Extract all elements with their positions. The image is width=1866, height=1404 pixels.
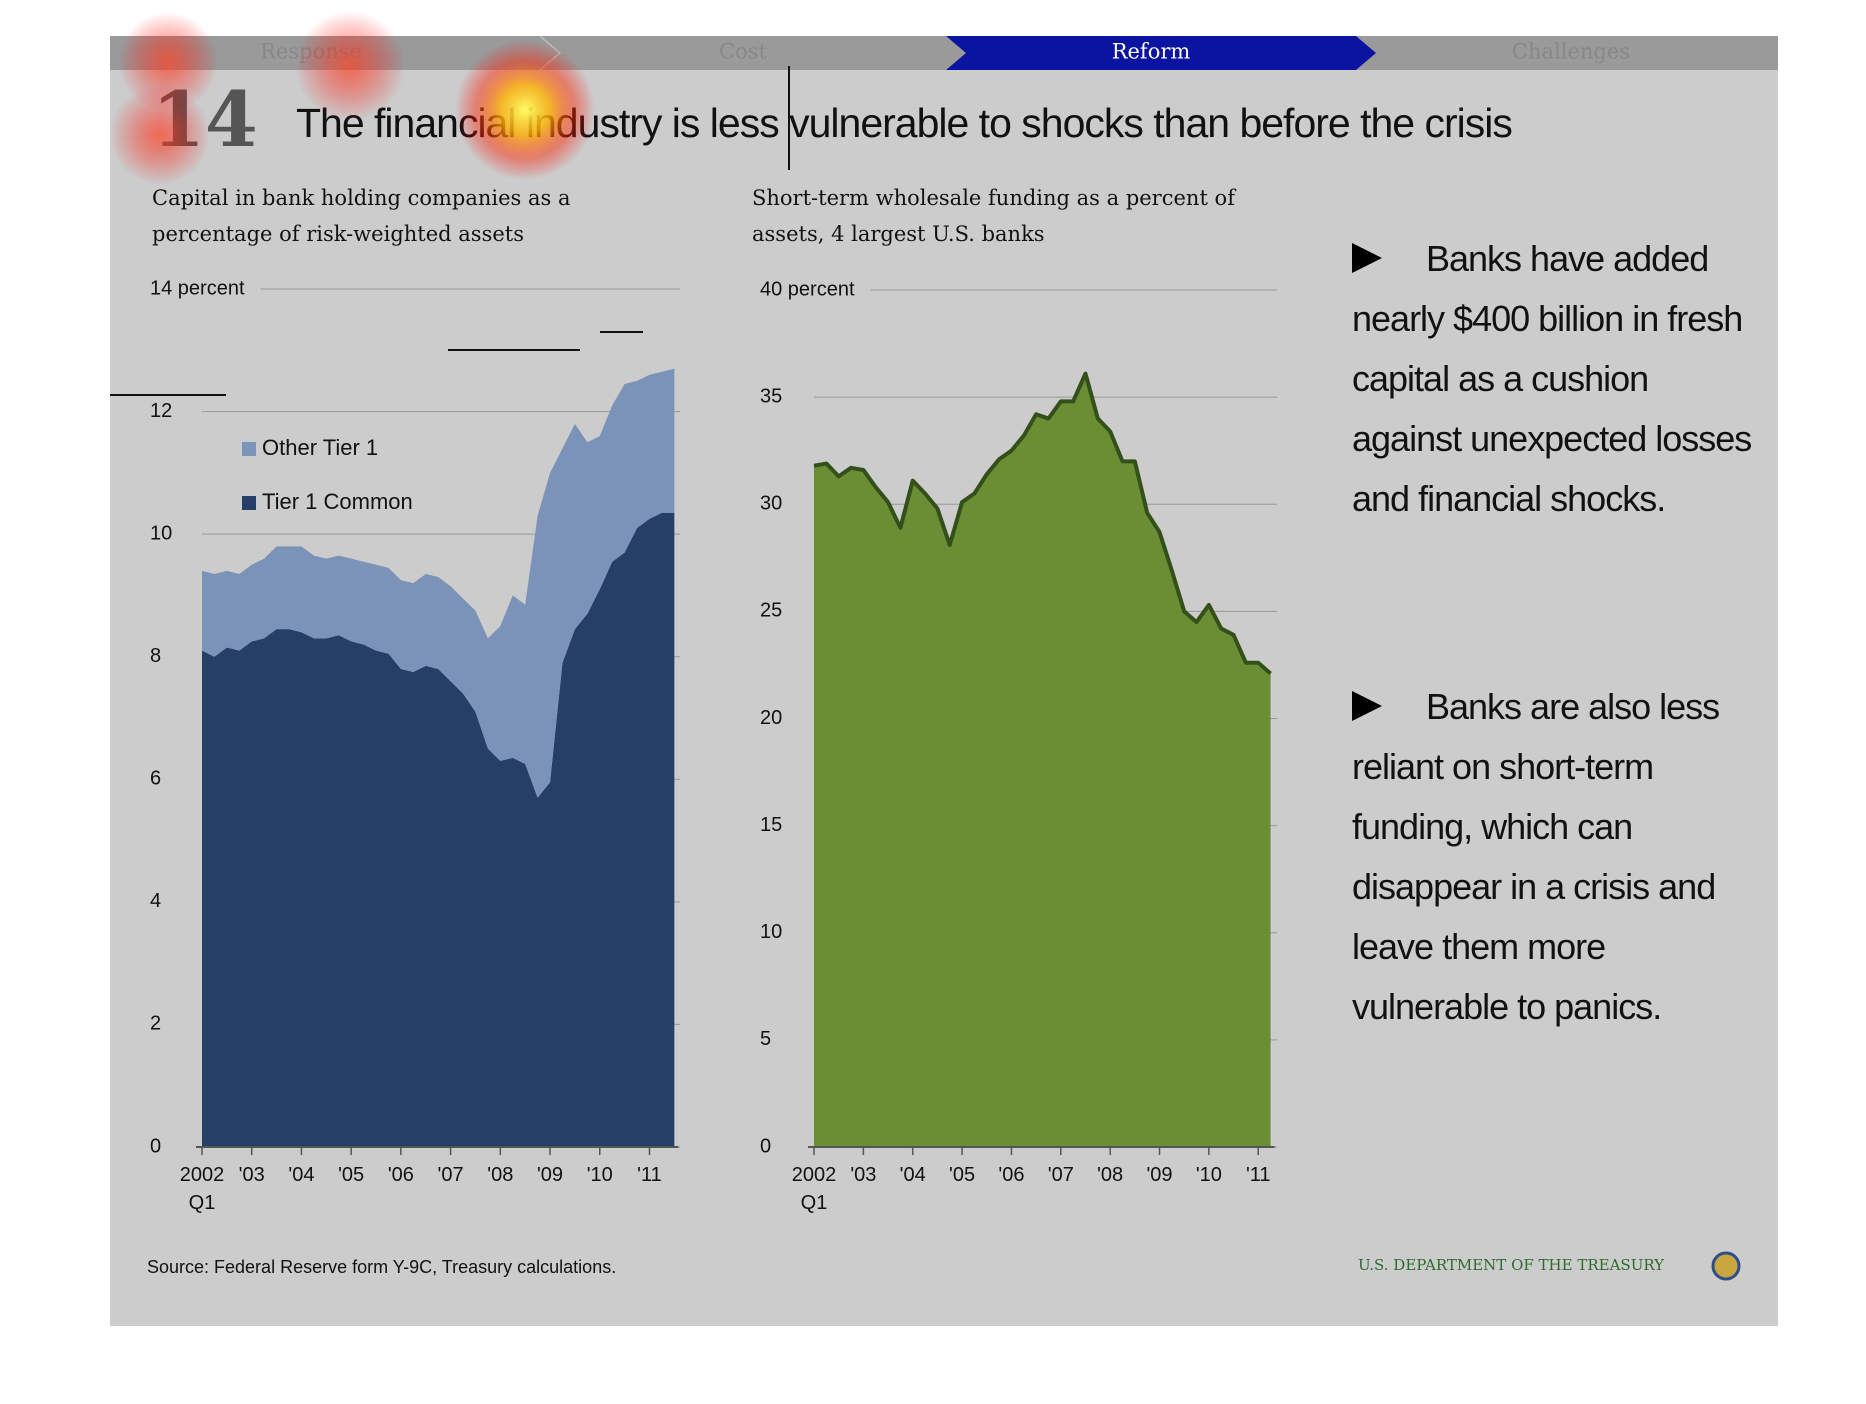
y-tick-label: 10: [760, 921, 782, 943]
x-tick-label: '06: [998, 1164, 1025, 1186]
nav-tab[interactable]: Reform: [1112, 40, 1191, 64]
y-tick-label: 12: [150, 400, 172, 422]
x-tick-label: '08: [487, 1164, 514, 1186]
x-tick-label: '05: [338, 1164, 365, 1186]
nav-tab[interactable]: Challenges: [1512, 40, 1630, 64]
bullet: Banks have added nearly $400 billion in …: [1352, 229, 1752, 529]
x-tick-label: '03: [238, 1164, 265, 1186]
legend-swatch: [242, 442, 256, 456]
y-tick-label: 0: [760, 1135, 771, 1157]
legend-swatch: [242, 496, 256, 510]
y-tick-label: 6: [150, 768, 161, 790]
y-tick-label: 14 percent: [150, 277, 245, 299]
x-tick-label: 2002 Q1: [791, 1164, 837, 1214]
nav-active-tab: [946, 36, 1376, 70]
area: [202, 512, 675, 1147]
legend-label: Tier 1 Common: [262, 489, 413, 514]
plots: 0 2 4 6 8 10 12 14 percent Other Tier 1 Tier 1 Co…: [150, 277, 1277, 1157]
area: [814, 373, 1271, 1147]
x-tick-label: '06: [387, 1164, 414, 1186]
heatmap-spot: [118, 12, 218, 112]
bullet-text: Banks have added nearly $400 billion in …: [1352, 238, 1752, 519]
bullet-icon: [1352, 691, 1382, 721]
x-tick-label: '03: [850, 1164, 877, 1186]
y-tick-label: 20: [760, 707, 782, 729]
x-tick-label: '07: [1047, 1164, 1074, 1186]
y-tick-label: 25: [760, 600, 782, 622]
y-tick-label: 40 percent: [760, 278, 855, 300]
x-tick-label: '07: [437, 1164, 464, 1186]
x-tick-label: '09: [536, 1164, 564, 1186]
bullet-text: Banks are also less reliant on short-ter…: [1352, 686, 1720, 1027]
x-tick-label: '05: [949, 1164, 976, 1186]
bullet: Banks are also less reliant on short-ter…: [1352, 677, 1752, 1037]
source-note: Source: Federal Reserve form Y-9C, Treas…: [147, 1257, 617, 1277]
y-tick-label: 35: [760, 385, 782, 407]
x-tick-label: '11: [637, 1164, 662, 1186]
y-tick-label: 0: [150, 1135, 161, 1157]
x-tick-label: 2002 Q1: [179, 1164, 225, 1214]
x-tick-label: '10: [586, 1164, 613, 1186]
x-tick-label: '04: [288, 1164, 315, 1186]
treasury-seal: [1711, 1251, 1741, 1281]
legend-label: Other Tier 1: [262, 435, 378, 460]
nav-tab[interactable]: Cost: [719, 40, 767, 64]
x-tick-label: '10: [1195, 1164, 1222, 1186]
chart-title: Capital in bank holding companies as a p…: [152, 186, 571, 246]
y-tick-label: 10: [150, 522, 172, 544]
x-tick-label: '08: [1097, 1164, 1124, 1186]
footer-agency: U.S. DEPARTMENT OF THE TREASURY: [1358, 1256, 1665, 1274]
y-tick-label: 8: [150, 645, 161, 667]
y-tick-label: 5: [760, 1028, 771, 1050]
y-tick-label: 2: [150, 1013, 161, 1035]
chart-title: Short-term wholesale funding as a percen…: [752, 186, 1235, 246]
heatmap-spot: [455, 40, 595, 180]
y-tick-label: 4: [150, 890, 161, 912]
x-tick-label: '04: [899, 1164, 926, 1186]
x-tick-label: '11: [1245, 1164, 1271, 1186]
line: [813, 371, 1272, 676]
y-tick-label: 30: [760, 493, 782, 515]
bullet-icon: [1352, 243, 1382, 273]
x-tick-label: '09: [1146, 1164, 1173, 1186]
heatmap-spot: [110, 85, 210, 185]
area: [202, 368, 675, 798]
y-tick-label: 15: [760, 814, 782, 836]
heatmap-spot: [295, 11, 405, 121]
